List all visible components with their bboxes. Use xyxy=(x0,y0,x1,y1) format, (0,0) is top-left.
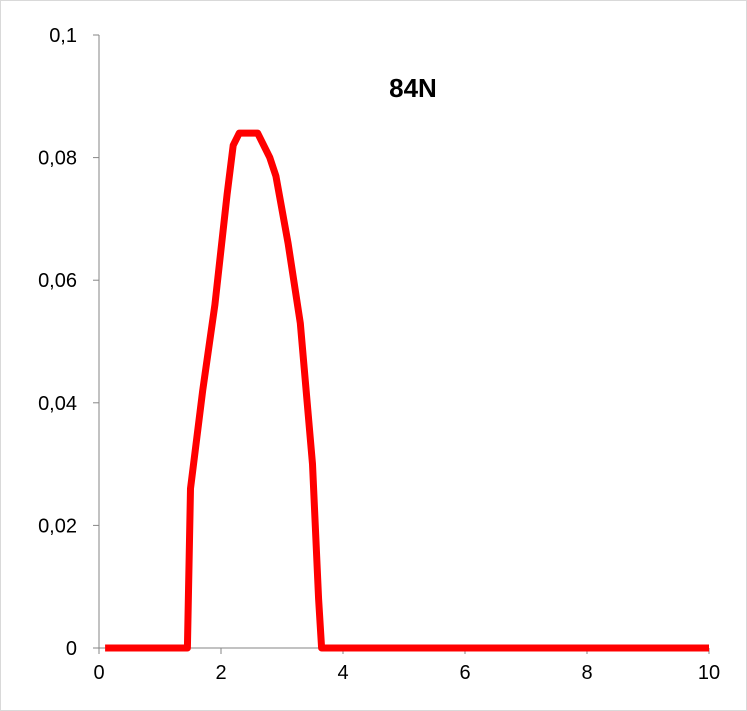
series-line xyxy=(105,129,709,652)
y-tick-label: 0,1 xyxy=(49,25,77,47)
y-tick-label: 0,06 xyxy=(38,270,77,292)
y-axis-ticks: 0 0,02 0,04 0,06 0,08 0,1 xyxy=(38,25,99,660)
x-axis-ticks: 0 2 4 6 8 10 xyxy=(93,648,720,684)
series-layer xyxy=(105,129,709,652)
x-tick-label: 8 xyxy=(581,662,592,684)
x-tick-label: 0 xyxy=(93,662,104,684)
chart-title: 84N xyxy=(389,73,437,103)
y-tick-label: 0,04 xyxy=(38,393,77,415)
x-tick-label: 2 xyxy=(215,662,226,684)
y-tick-label: 0 xyxy=(66,638,77,660)
x-tick-label: 6 xyxy=(459,662,470,684)
y-tick-label: 0,08 xyxy=(38,148,77,170)
y-tick-label: 0,02 xyxy=(38,515,77,537)
x-tick-label: 10 xyxy=(698,662,720,684)
x-tick-label: 4 xyxy=(337,662,348,684)
